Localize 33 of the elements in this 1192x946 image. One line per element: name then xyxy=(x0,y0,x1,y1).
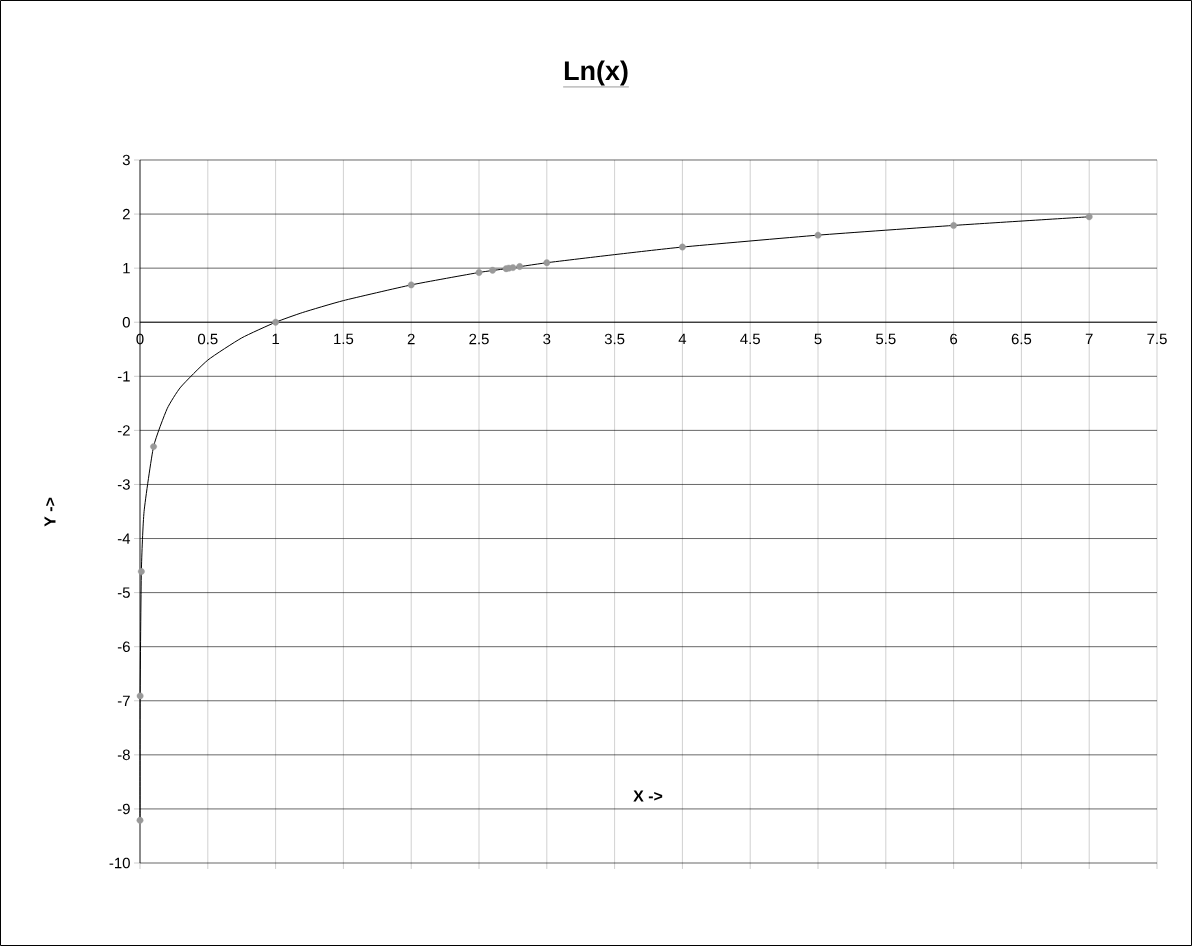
y-tick-label: -9 xyxy=(117,803,130,815)
x-tick-label: 3 xyxy=(543,333,551,345)
y-axis-title: Y -> xyxy=(44,497,56,527)
y-tick-label: 3 xyxy=(122,154,130,166)
x-tick-label: 4 xyxy=(678,333,687,344)
y-tick-label: 2 xyxy=(122,208,130,220)
x-tick-label: 6 xyxy=(950,333,958,345)
x-tick-label: 7.5 xyxy=(1147,333,1167,345)
x-tick-label: 3.5 xyxy=(604,333,625,345)
y-tick-label: -4 xyxy=(117,533,131,544)
y-tick-label: -10 xyxy=(109,857,130,869)
x-tick-label: 7 xyxy=(1085,333,1093,344)
x-tick-label: 2 xyxy=(407,333,415,345)
x-tick-label: 1 xyxy=(272,333,280,344)
x-tick-label: 0.5 xyxy=(197,333,218,345)
chart-title: Ln(x) xyxy=(564,60,628,86)
x-tick-label: 4.5 xyxy=(740,333,760,345)
y-tick-label: -8 xyxy=(117,749,130,761)
x-tick-label: 0 xyxy=(136,333,144,345)
y-tick-label: 0 xyxy=(122,316,130,328)
y-tick-label: -3 xyxy=(117,479,130,490)
y-tick-label: 1 xyxy=(123,263,130,274)
y-tick-label: -7 xyxy=(117,695,130,706)
x-tick-label: 1.5 xyxy=(334,333,354,345)
y-tick-label: -1 xyxy=(117,371,130,382)
x-tick-label: 2.5 xyxy=(469,333,489,345)
x-tick-label: 5.5 xyxy=(876,333,896,345)
y-tick-label: -2 xyxy=(117,425,130,436)
x-tick-label: 6.5 xyxy=(1011,333,1032,345)
x-tick-label: 5 xyxy=(814,333,822,345)
x-axis-title: X -> xyxy=(633,790,663,802)
y-tick-label: -5 xyxy=(117,587,130,598)
y-tick-label: -6 xyxy=(117,641,130,652)
